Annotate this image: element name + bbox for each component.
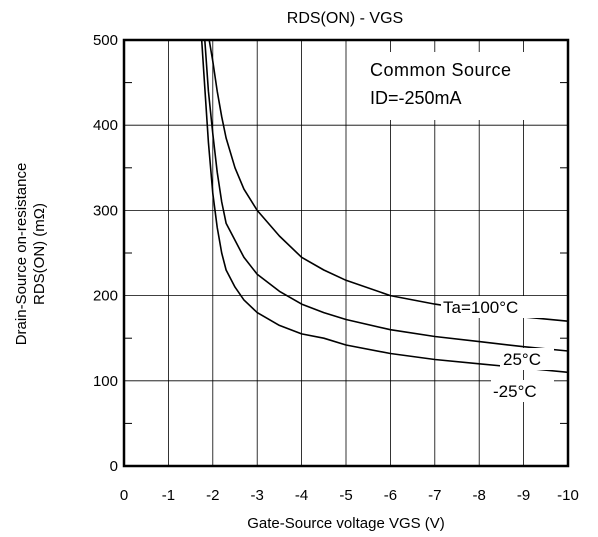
curve-label-100c-bg (441, 296, 551, 318)
plot-frame (122, 38, 570, 468)
x-tick-label: -10 (557, 487, 579, 504)
x-axis-label: Gate-Source voltage VGS (V) (247, 515, 445, 532)
curve-series-1 (204, 39, 569, 352)
x-tick-label: -3 (251, 487, 264, 504)
y-axis-label-line-1: Drain-Source on-resistance (13, 163, 30, 346)
curve-series-2 (200, 39, 569, 374)
curve-label-100c: Ta=100°C (443, 298, 518, 317)
minor-ticks (124, 82, 568, 424)
legend-box: Common Source ID=-250mA (360, 52, 550, 120)
y-tick-label: 0 (110, 458, 118, 475)
x-tick-label: -9 (517, 487, 530, 504)
y-tick-label: 500 (93, 32, 118, 49)
x-tick-label: -4 (295, 487, 308, 504)
y-tick-label: 200 (93, 288, 118, 305)
x-tick-label: -2 (206, 487, 219, 504)
curve-label-25c-bg (500, 348, 554, 370)
x-tick-label: -8 (473, 487, 486, 504)
y-tick-label: 100 (93, 373, 118, 390)
curve-labels: Ta=100°C 25°C -25°C (441, 296, 554, 402)
y-axis-label-line-2: RDS(ON) (mΩ) (31, 203, 48, 305)
y-tick-labels: 0 100 200 300 400 500 (93, 32, 118, 475)
chart-title: RDS(ON) - VGS (287, 10, 403, 27)
x-tick-label: -1 (162, 487, 175, 504)
curve-label-25c: 25°C (503, 350, 541, 369)
legend-box-background (360, 52, 550, 120)
curve-label-minus25c: -25°C (493, 382, 537, 401)
x-tick-label: 0 (120, 487, 128, 504)
x-tick-labels: 0 -1 -2 -3 -4 -5 -6 -7 -8 -9 -10 (120, 487, 579, 504)
legend-condition-2: ID=-250mA (370, 88, 462, 108)
legend-condition-1: Common Source (370, 60, 512, 80)
curve-label-minus25c-bg (491, 380, 554, 402)
x-tick-label: -6 (384, 487, 397, 504)
y-tick-label: 400 (93, 117, 118, 134)
y-axis-label: Drain-Source on-resistance RDS(ON) (mΩ) (13, 163, 48, 346)
x-tick-label: -7 (428, 487, 441, 504)
x-tick-label: -5 (339, 487, 352, 504)
y-tick-label: 300 (93, 202, 118, 219)
